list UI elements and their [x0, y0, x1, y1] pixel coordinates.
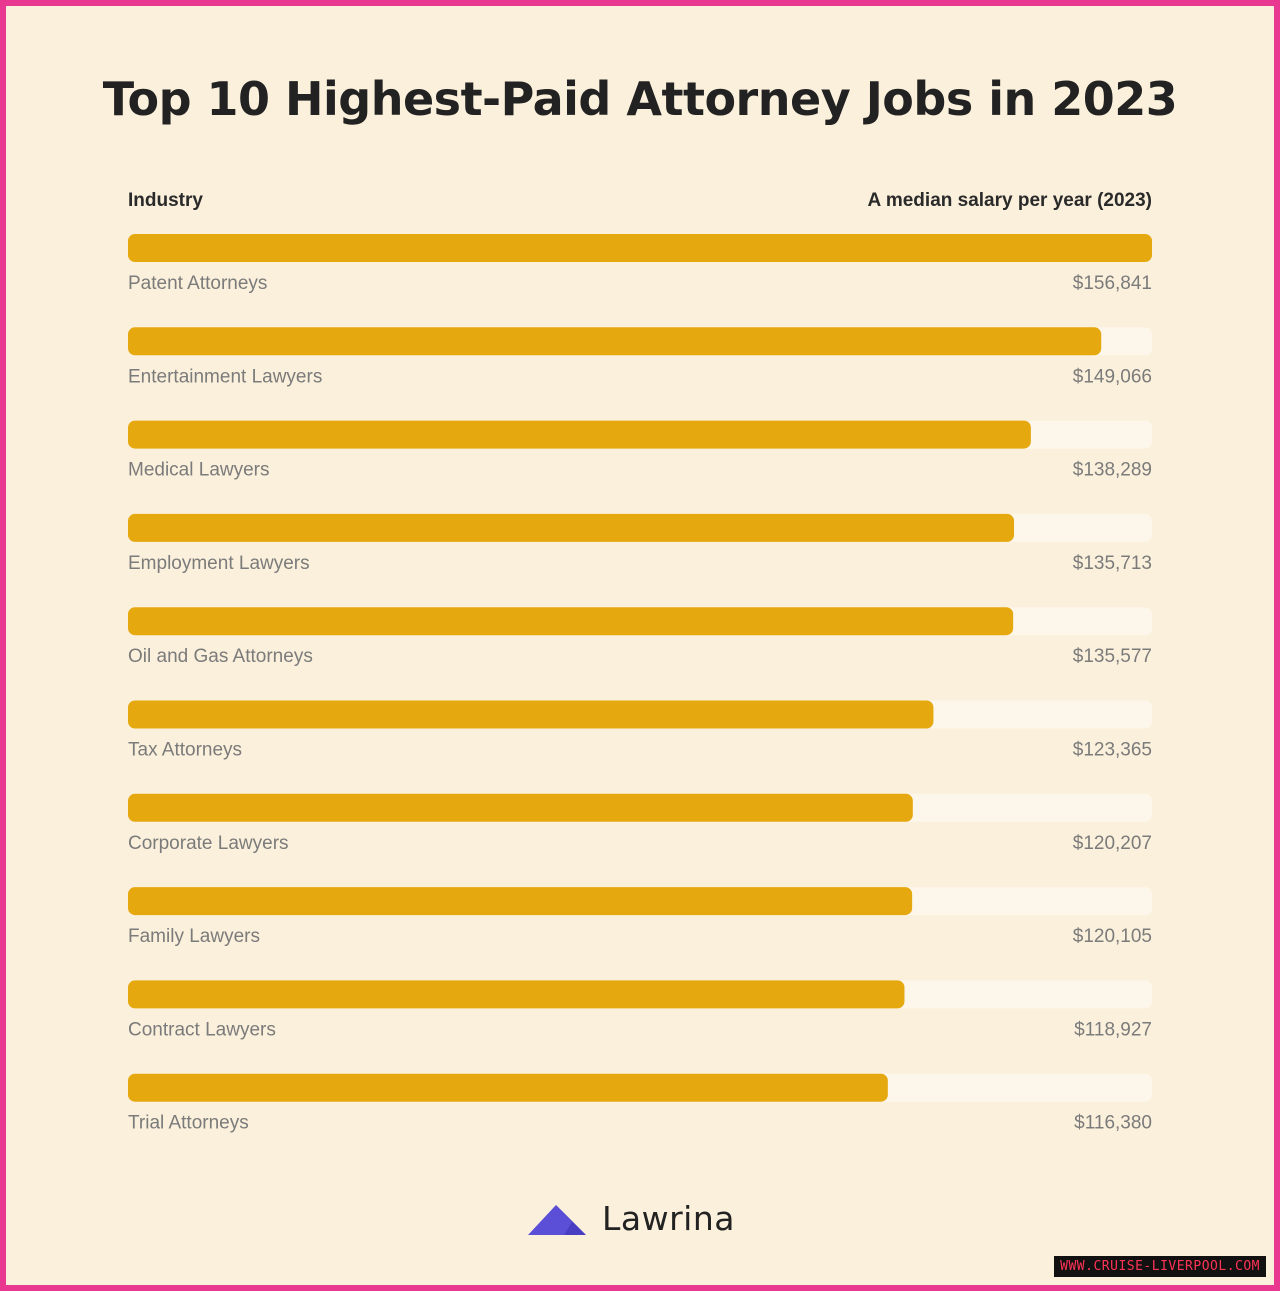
value-label: $116,380	[1074, 1113, 1152, 1134]
bar-chart: Patent Attorneys $156,841 Entertainment La…	[128, 234, 1152, 1134]
category-label: Family Lawyers	[128, 926, 260, 947]
value-label: $135,713	[1073, 553, 1152, 574]
bar	[128, 513, 1015, 542]
bar	[128, 420, 1031, 449]
value-label: $149,066	[1073, 366, 1152, 387]
category-label: Patent Attorneys	[128, 273, 267, 294]
infographic-frame: Top 10 Highest-Paid Attorney Jobs in 202…	[6, 6, 1274, 1285]
value-label: $138,289	[1073, 460, 1152, 481]
value-label: $120,207	[1073, 833, 1152, 854]
value-label: $135,577	[1073, 646, 1152, 667]
chart-title: Top 10 Highest-Paid Attorney Jobs in 202…	[102, 72, 1178, 126]
value-label: $123,365	[1073, 740, 1152, 761]
lawrina-logo-icon	[528, 1205, 586, 1235]
value-label: $118,927	[1074, 1019, 1152, 1040]
category-label: Contract Lawyers	[128, 1019, 276, 1040]
bar	[128, 700, 934, 729]
bar	[128, 793, 913, 822]
bar	[128, 887, 913, 916]
category-label: Medical Lawyers	[128, 460, 270, 481]
brand-logo: Lawrina	[528, 1194, 735, 1242]
value-column-header: A median salary per year (2023)	[867, 190, 1152, 211]
bar	[128, 1073, 888, 1102]
category-label: Tax Attorneys	[128, 740, 242, 761]
category-label: Oil and Gas Attorneys	[128, 646, 313, 667]
category-label: Employment Lawyers	[128, 553, 310, 574]
bar	[128, 234, 1152, 262]
value-label: $120,105	[1073, 926, 1152, 947]
category-column-header: Industry	[128, 190, 203, 211]
category-label: Corporate Lawyers	[128, 833, 289, 854]
bar	[128, 327, 1102, 356]
category-label: Entertainment Lawyers	[128, 366, 322, 387]
category-label: Trial Attorneys	[128, 1113, 249, 1134]
bar	[128, 980, 905, 1009]
brand-name: Lawrina	[602, 1198, 735, 1238]
value-label: $156,841	[1073, 273, 1152, 294]
watermark: WWW.CRUISE-LIVERPOOL.COM	[1054, 1256, 1266, 1277]
bar	[128, 607, 1014, 636]
